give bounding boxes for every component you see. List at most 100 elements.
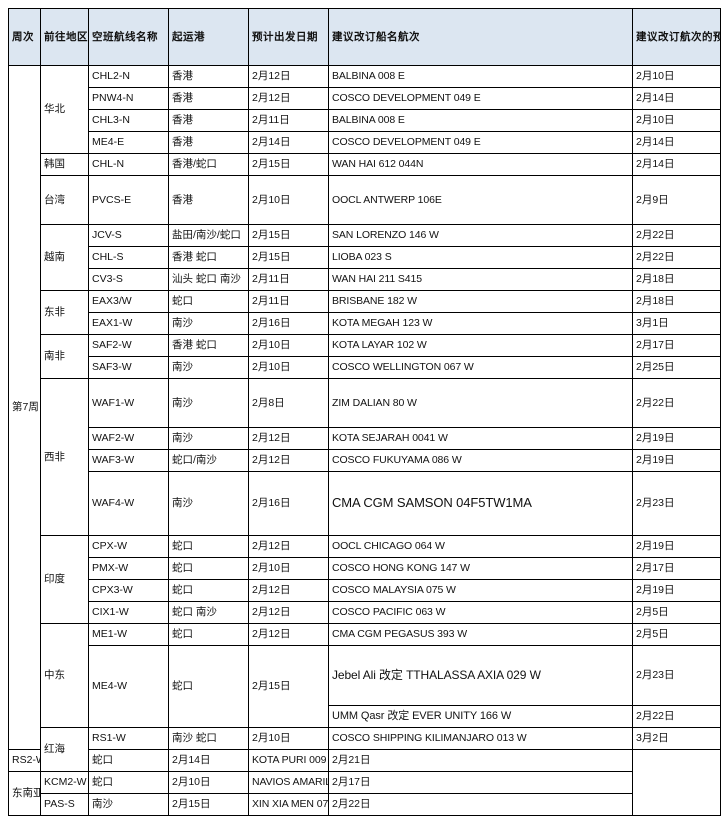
cell-port: 盐田/南沙/蛇口	[168, 224, 249, 247]
table-row: CHL-S 香港 蛇口 2月15日 LIOBA 023 S 2月22日	[9, 246, 721, 269]
cell-arrival: 2月5日	[632, 623, 721, 646]
cell-arrival: 2月14日	[632, 153, 721, 176]
table-row: PAS-S 南沙 2月15日 XIN XIA MEN 073 S 2月22日	[9, 793, 721, 816]
cell-vessel: ZIM DALIAN 80 W	[328, 378, 633, 428]
cell-port: 香港 蛇口	[168, 334, 249, 357]
cell-region: 东南亚	[8, 771, 41, 816]
cell-etd: 2月12日	[248, 427, 329, 450]
cell-port: 香港	[168, 65, 249, 88]
cell-vessel: Jebel Ali 改定 TTHALASSA AXIA 029 W	[328, 645, 633, 706]
cell-route: CHL3-N	[88, 109, 169, 132]
cell-port: 蛇口	[168, 557, 249, 580]
cell-route: SAF3-W	[88, 356, 169, 379]
cell-route: PAS-S	[40, 793, 89, 816]
cell-etd: 2月14日	[248, 131, 329, 154]
cell-route: CPX3-W	[88, 579, 169, 602]
cell-port: 南沙	[168, 427, 249, 450]
cell-port: 香港	[168, 109, 249, 132]
cell-port: 蛇口	[88, 771, 169, 794]
cell-week: 第7周	[8, 65, 41, 750]
cell-route: ME1-W	[88, 623, 169, 646]
cell-arrival: 2月19日	[632, 535, 721, 558]
cell-port: 南沙	[88, 793, 169, 816]
cell-route: WAF3-W	[88, 449, 169, 472]
cell-vessel: SAN LORENZO 146 W	[328, 224, 633, 247]
table-row: ME4-E 香港 2月14日 COSCO DEVELOPMENT 049 E 2…	[9, 131, 721, 154]
header-suggested-etd-last-port: 建议改订航次的预计离港时间（末港）	[632, 8, 721, 66]
cell-etd: 2月12日	[248, 87, 329, 110]
cell-port: 香港	[168, 87, 249, 110]
cell-etd: 2月15日	[248, 246, 329, 269]
cell-vessel: COSCO DEVELOPMENT 049 E	[328, 87, 633, 110]
table-row: 中东 ME1-W 蛇口 2月12日 CMA CGM PEGASUS 393 W …	[9, 623, 721, 728]
cell-etd: 2月10日	[248, 557, 329, 580]
cell-route: JCV-S	[88, 224, 169, 247]
cell-etd: 2月11日	[248, 109, 329, 132]
header-region: 前往地区	[40, 8, 89, 66]
header-origin-port: 起运港	[168, 8, 249, 66]
cell-port: 香港	[168, 131, 249, 154]
cell-route: CHL-S	[88, 246, 169, 269]
cell-vessel: COSCO HONG KONG 147 W	[328, 557, 633, 580]
cell-vessel: KOTA PURI 009 W	[248, 749, 329, 772]
cell-etd: 2月15日	[248, 153, 329, 176]
cell-port: 蛇口 南沙	[168, 601, 249, 624]
table-row: CHL3-N 香港 2月11日 BALBINA 008 E 2月10日	[9, 109, 721, 132]
cell-etd: 2月12日	[248, 535, 329, 558]
cell-etd: 2月8日	[248, 378, 329, 428]
cell-region: 台湾	[40, 175, 89, 225]
cell-port: 蛇口	[168, 290, 249, 313]
table-row: EAX1-W 南沙 2月16日 KOTA MEGAH 123 W 3月1日	[9, 312, 721, 335]
cell-vessel: XIN XIA MEN 073 S	[248, 793, 329, 816]
cell-vessel: BALBINA 008 E	[328, 109, 633, 132]
cell-etd: 2月15日	[248, 645, 329, 728]
cell-etd: 2月10日	[248, 356, 329, 379]
table-row: UMM Qasr 改定 EVER UNITY 166 W 2月22日	[9, 705, 721, 728]
cell-route: PNW4-N	[88, 87, 169, 110]
cell-arrival: 2月19日	[632, 427, 721, 450]
cell-etd: 2月12日	[248, 65, 329, 88]
table-row: WAF4-W 南沙 2月16日 CMA CGM SAMSON 04F5TW1MA…	[9, 471, 721, 536]
cell-vessel: OOCL CHICAGO 064 W	[328, 535, 633, 558]
cell-vessel: WAN HAI 612 044N	[328, 153, 633, 176]
header-estimated-departure-date: 预计出发日期	[248, 8, 329, 66]
cell-arrival: 2月5日	[632, 601, 721, 624]
blank-sailing-schedule-table: 周次 前往地区 空班航线名称 起运港 预计出发日期 建议改订船名航次 建议改订航…	[8, 8, 721, 816]
cell-port: 香港/蛇口	[168, 153, 249, 176]
cell-port: 香港 蛇口	[168, 246, 249, 269]
table-row: 韩国 CHL-N 香港/蛇口 2月15日 WAN HAI 612 044N 2月…	[9, 153, 721, 176]
cell-port: 南沙	[168, 471, 249, 536]
cell-etd: 2月12日	[248, 579, 329, 602]
table-body: 第7周 华北 CHL2-N 香港 2月12日 BALBINA 008 E 2月1…	[8, 65, 721, 816]
cell-route: ME4-W	[88, 645, 169, 728]
cell-region: 韩国	[40, 153, 89, 176]
cell-route: SAF2-W	[88, 334, 169, 357]
cell-arrival: 2月22日	[632, 378, 721, 428]
cell-etd: 2月15日	[168, 793, 249, 816]
cell-region: 西非	[40, 378, 89, 536]
cell-route: WAF2-W	[88, 427, 169, 450]
cell-arrival: 3月1日	[632, 312, 721, 335]
cell-route: PVCS-E	[88, 175, 169, 225]
cell-arrival: 2月21日	[328, 749, 633, 772]
cell-etd: 2月11日	[248, 290, 329, 313]
cell-vessel: COSCO MALAYSIA 075 W	[328, 579, 633, 602]
cell-arrival: 2月14日	[632, 131, 721, 154]
cell-etd: 2月16日	[248, 312, 329, 335]
table-row: CIX1-W 蛇口 南沙 2月12日 COSCO PACIFIC 063 W 2…	[9, 601, 721, 624]
cell-arrival: 2月10日	[632, 65, 721, 88]
cell-vessel: COSCO PACIFIC 063 W	[328, 601, 633, 624]
header-row: 周次 前往地区 空班航线名称 起运港 预计出发日期 建议改订船名航次 建议改订航…	[8, 8, 721, 66]
cell-vessel: LIOBA 023 S	[328, 246, 633, 269]
table-row: 南非 SAF2-W 香港 蛇口 2月10日 KOTA LAYAR 102 W 2…	[9, 334, 721, 379]
cell-vessel: COSCO WELLINGTON 067 W	[328, 356, 633, 379]
cell-vessel: OOCL ANTWERP 106E	[328, 175, 633, 225]
cell-vessel: CMA CGM SAMSON 04F5TW1MA	[328, 471, 633, 536]
cell-vessel: WAN HAI 211 S415	[328, 268, 633, 291]
table-row: WAF2-W 南沙 2月12日 KOTA SEJARAH 0041 W 2月19…	[9, 427, 721, 450]
cell-arrival: 2月17日	[328, 771, 633, 794]
cell-vessel: UMM Qasr 改定 EVER UNITY 166 W	[328, 705, 633, 728]
cell-region: 红海	[40, 727, 89, 772]
cell-arrival: 2月17日	[632, 334, 721, 357]
cell-arrival: 2月19日	[632, 449, 721, 472]
